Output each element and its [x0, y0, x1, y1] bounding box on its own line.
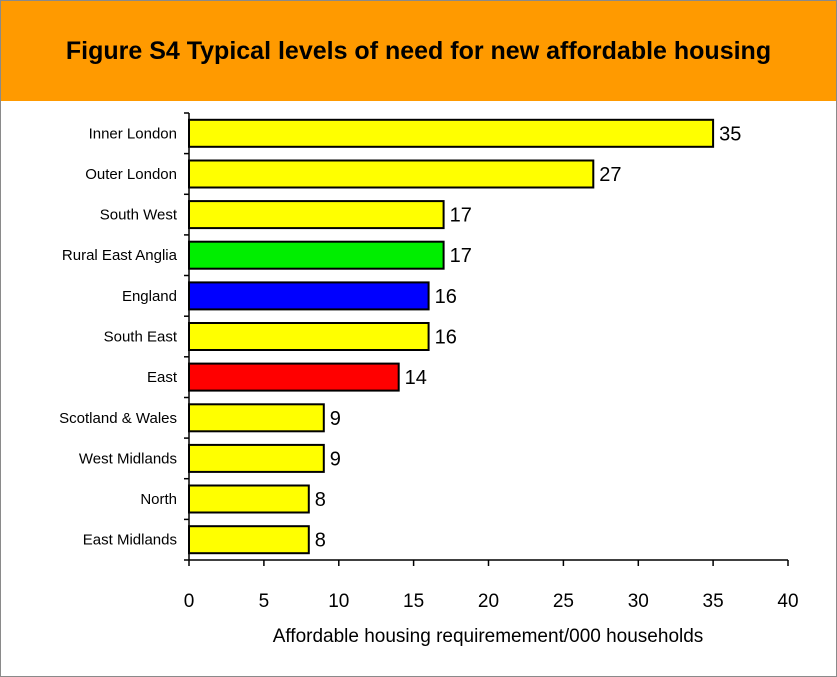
- data-label: 9: [330, 408, 341, 430]
- data-label: 8: [315, 530, 326, 552]
- bar: [188, 443, 325, 473]
- x-tick-label: 40: [777, 591, 798, 612]
- bar: [188, 362, 400, 392]
- data-label: 35: [719, 123, 741, 145]
- bar: [188, 322, 430, 351]
- x-tick-label: 30: [628, 591, 649, 612]
- bar: [188, 118, 715, 148]
- axes-layer: 0 5 10 15 20 25 30 35 40: [184, 112, 799, 612]
- data-label: 27: [599, 164, 621, 186]
- x-tick-label: 20: [478, 591, 499, 612]
- data-label: 17: [450, 245, 472, 267]
- x-tick-label: 10: [328, 591, 349, 612]
- x-tick-label: 15: [403, 591, 424, 612]
- bar: [188, 159, 595, 189]
- x-tick-label: 0: [184, 591, 195, 612]
- category-label: East Midlands: [83, 532, 177, 549]
- bar: [188, 281, 430, 311]
- category-label: Inner London: [89, 125, 177, 142]
- category-label: East: [147, 369, 178, 386]
- category-label: South East: [104, 329, 178, 346]
- bar: [188, 240, 445, 270]
- x-tick-label: 5: [259, 591, 270, 612]
- title-bar: Figure S4 Typical levels of need for new…: [1, 1, 836, 101]
- x-axis-label: Affordable housing requiremement/000 hou…: [273, 626, 704, 647]
- category-label: South West: [100, 207, 178, 224]
- bars-layer: Inner London 35 Outer London 27 South West 17…: [59, 118, 741, 555]
- bar: [188, 525, 310, 555]
- chart-title: Figure S4 Typical levels of need for new…: [65, 37, 772, 65]
- bar: [188, 484, 310, 514]
- category-label: North: [140, 491, 177, 508]
- category-label: Scotland & Wales: [59, 410, 177, 427]
- category-label: Rural East Anglia: [62, 247, 178, 264]
- data-label: 14: [405, 367, 427, 389]
- bar: [188, 200, 445, 230]
- data-label: 16: [435, 327, 457, 349]
- x-tick-label: 35: [703, 591, 724, 612]
- category-label: England: [122, 288, 177, 305]
- x-tick-label: 25: [553, 591, 574, 612]
- category-label: West Midlands: [79, 450, 177, 467]
- data-label: 16: [435, 286, 457, 308]
- bar: [188, 403, 325, 433]
- data-label: 8: [315, 489, 326, 511]
- data-label: 17: [450, 205, 472, 227]
- data-label: 9: [330, 448, 341, 470]
- category-label: Outer London: [85, 166, 177, 183]
